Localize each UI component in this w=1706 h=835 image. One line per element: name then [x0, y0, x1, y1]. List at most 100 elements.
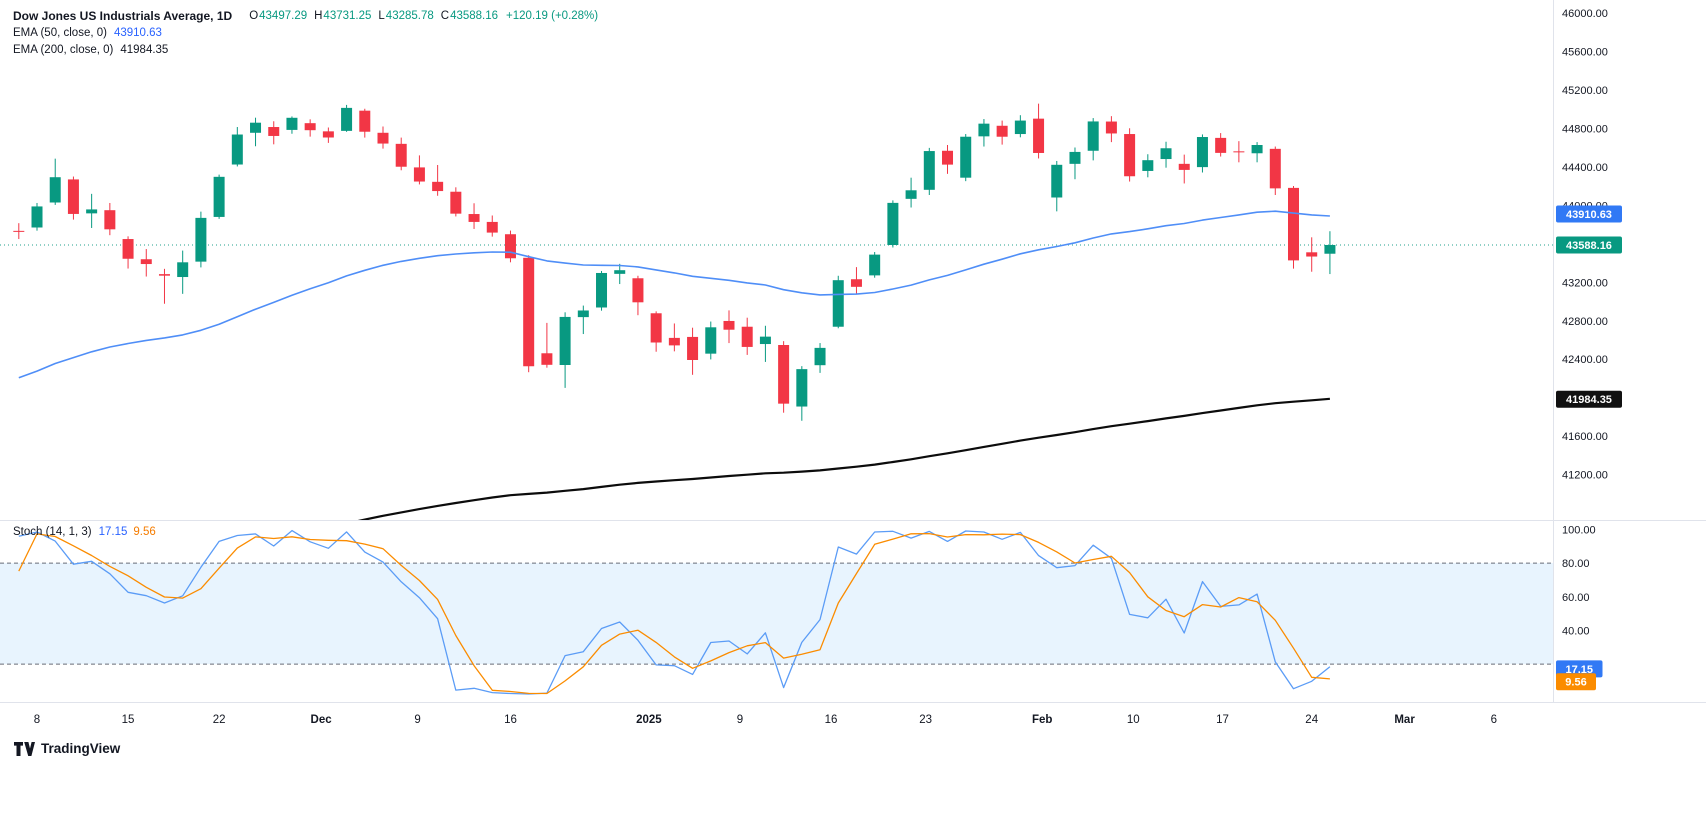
high-value: 43731.25 [323, 10, 372, 22]
candle-body [869, 254, 881, 276]
candle-body [432, 181, 444, 192]
svg-text:Mar: Mar [1394, 714, 1415, 726]
symbol-title[interactable]: Dow Jones US Industrials Average, 1D [13, 9, 233, 23]
candle-body [1251, 145, 1263, 154]
candle-body [1069, 151, 1081, 164]
close-label: C [440, 10, 450, 22]
stoch-legend-row[interactable]: Stoch (14, 1, 3) 17.15 9.56 [13, 524, 156, 541]
ema50-legend-row[interactable]: EMA (50, close, 0) 43910.63 [13, 25, 598, 42]
svg-text:2025: 2025 [636, 714, 662, 726]
candle-body [814, 347, 826, 366]
svg-text:100.00: 100.00 [1562, 524, 1596, 536]
candle-body [304, 123, 316, 131]
open-label: O [249, 10, 259, 22]
svg-text:41600.00: 41600.00 [1562, 431, 1608, 443]
stoch-label: Stoch (14, 1, 3) [13, 526, 92, 538]
svg-text:44400.00: 44400.00 [1562, 162, 1608, 174]
candle-body [778, 345, 790, 404]
axis-badge [1556, 205, 1622, 223]
candle-body [796, 369, 808, 407]
svg-text:60.00: 60.00 [1562, 592, 1590, 604]
axis-badges: 43910.63 43588.16 41984.35 17.159.56 [1556, 205, 1622, 691]
candle-body [377, 132, 389, 144]
price-pane[interactable] [0, 103, 1553, 590]
change-value: +120.19 (+0.28%) [506, 10, 599, 22]
candle-body [268, 127, 280, 136]
axis-badge [1556, 236, 1622, 254]
symbol-row[interactable]: Dow Jones US Industrials Average, 1D O 43… [13, 8, 598, 25]
candle-body [668, 337, 680, 346]
svg-text:9: 9 [737, 714, 743, 726]
candle-body [705, 327, 717, 354]
price-axis[interactable]: 46000.00 45600.00 45200.00 44800.00 44400.00… [1562, 8, 1608, 637]
svg-text:45600.00: 45600.00 [1562, 47, 1608, 59]
high-label: H [314, 10, 323, 22]
candle-body [1033, 118, 1045, 153]
candle-body [978, 123, 990, 137]
svg-text:9.56: 9.56 [1565, 677, 1586, 689]
candle-body [1215, 137, 1227, 153]
stoch-pane[interactable] [0, 529, 1553, 695]
candle-body [231, 134, 243, 165]
candle-body [723, 320, 735, 330]
candle-body [1233, 151, 1245, 153]
svg-text:41200.00: 41200.00 [1562, 470, 1608, 482]
candle-body [1087, 121, 1099, 151]
svg-text:45200.00: 45200.00 [1562, 85, 1608, 97]
candle-body [31, 206, 43, 228]
svg-text:40.00: 40.00 [1562, 625, 1590, 637]
candle-body [1269, 148, 1281, 189]
candle-body [1178, 163, 1190, 170]
axis-badge [1556, 660, 1603, 678]
candle-body [741, 326, 753, 347]
candle-body [596, 272, 608, 308]
candle-body [13, 230, 25, 232]
candle-body [322, 131, 334, 138]
svg-text:23: 23 [919, 714, 932, 726]
svg-text:43588.16: 43588.16 [1566, 240, 1612, 252]
tradingview-logo[interactable]: TradingView [14, 741, 120, 756]
ema50-label: EMA (50, close, 0) [13, 27, 107, 39]
candle-body [650, 313, 662, 343]
candle-body [1142, 160, 1154, 171]
candle-body [1306, 252, 1318, 257]
svg-text:17.15: 17.15 [1565, 664, 1593, 676]
candle-body [923, 151, 935, 190]
candle-body [942, 150, 954, 165]
candle-body [559, 316, 571, 365]
candle-body [67, 179, 79, 214]
candle-body [49, 177, 61, 203]
candle-body [450, 191, 462, 214]
candle-body [359, 110, 371, 132]
candle-body [832, 280, 844, 327]
candle-body [996, 125, 1008, 137]
candle-body [395, 143, 407, 167]
candle-body [341, 107, 353, 131]
svg-text:Feb: Feb [1032, 714, 1052, 726]
candle-body [468, 214, 480, 222]
ohlc-values: O43497.29 H43731.25 L43285.78 C43588.16 +120… [242, 8, 598, 25]
candle-body [577, 310, 589, 318]
tradingview-logo-icon [14, 741, 35, 756]
candle-body [632, 278, 644, 303]
candle-body [1160, 148, 1172, 160]
candle-body [960, 136, 972, 178]
svg-text:15: 15 [122, 714, 135, 726]
candle-body [286, 117, 298, 130]
candle-body [486, 221, 498, 233]
candle-body [504, 234, 516, 259]
candle-body [1196, 137, 1208, 168]
svg-text:16: 16 [504, 714, 517, 726]
svg-text:46000.00: 46000.00 [1562, 8, 1608, 20]
stoch-k-value: 17.15 [98, 526, 128, 538]
close-value: 43588.16 [450, 10, 499, 22]
candle-body [905, 190, 917, 199]
ema200-legend-row[interactable]: EMA (200, close, 0) 41984.35 [13, 42, 598, 59]
svg-text:80.00: 80.00 [1562, 558, 1590, 570]
time-axis[interactable]: 8 15 22 Dec 9 16 2025 9 16 23 Feb 10 17 24 Mar 6 [34, 714, 1497, 726]
svg-text:8: 8 [34, 714, 40, 726]
low-label: L [378, 10, 385, 22]
svg-text:22: 22 [213, 714, 226, 726]
